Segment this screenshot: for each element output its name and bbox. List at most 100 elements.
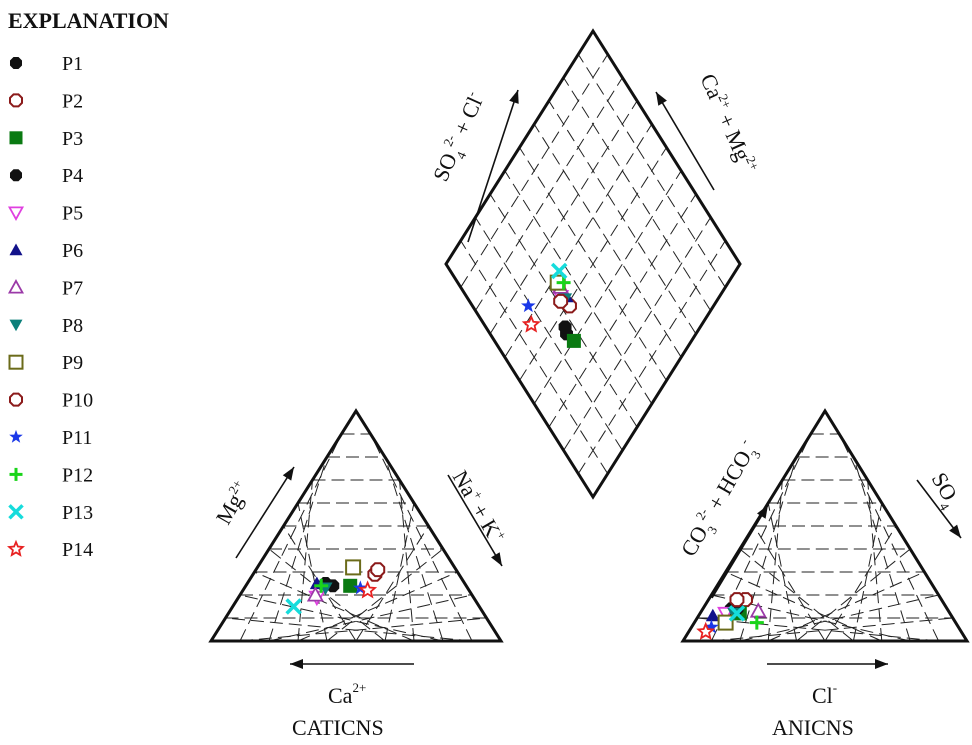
anion-triangle-gridline: [824, 525, 897, 642]
frame-layer: [208, 28, 970, 643]
cation-na-k-label: Na+ + K+: [448, 466, 510, 548]
legend-marker-p5: [7, 206, 25, 221]
cation-triangle-gridline: [239, 594, 444, 642]
legend-label-p14: P14: [62, 539, 93, 561]
legend-marker-p3: [9, 131, 23, 145]
legend-marker-p7: [7, 279, 25, 294]
diamond-so4-cl-label: SO42- + Cl-: [426, 88, 493, 187]
cation-point-p13: [285, 598, 302, 615]
svg-text:CO32- + HCO3-: CO32- + HCO3-: [674, 436, 766, 563]
svg-text:Ca2+ + Mg2+: Ca2+ + Mg2+: [695, 69, 762, 177]
diamond-gridline: [504, 123, 653, 358]
anion-triangle-gridline: [739, 548, 854, 642]
diamond-gridline: [533, 170, 682, 405]
anion-point-p12: [749, 615, 764, 630]
cation-triangle-gridline: [254, 571, 415, 642]
legend-marker-p2: [8, 93, 24, 108]
legend-title: EXPLANATION: [8, 8, 169, 33]
anion-cl-label: Cl-: [812, 680, 837, 708]
cation-triangle-frame: [208, 408, 504, 643]
cation-ca-label: Ca2+: [328, 680, 366, 708]
legend-label-p1: P1: [62, 53, 83, 75]
diamond-so4-cl-arrow-head: [509, 90, 519, 104]
diamond-ca-mg-label: Ca2+ + Mg2+: [695, 69, 762, 177]
legend-label-p4: P4: [62, 165, 83, 187]
anion-triangle-gridline: [867, 479, 883, 642]
diamond-gridline: [474, 77, 623, 311]
diamond-point-p11: [520, 298, 536, 313]
anion-triangle-gridline: [767, 479, 783, 642]
anion-point-p10: [729, 592, 745, 608]
diamond-gridline: [504, 170, 653, 405]
na-k-arrow-head: [491, 552, 502, 566]
cation-triangle-gridline: [384, 456, 444, 642]
svg-text:SO42- + Cl-: SO42- + Cl-: [426, 88, 493, 187]
diamond-gridline: [474, 217, 623, 451]
cation-point-p14: [358, 580, 378, 599]
legend-marker-p10: [8, 392, 24, 407]
anion-triangle-gridline: [711, 617, 953, 642]
legend-marker-p14: [7, 539, 25, 557]
diamond-gridline: [563, 77, 712, 311]
anion-point-p6: [705, 608, 720, 622]
anion-co3-hco3-label: CO32- + HCO3-: [674, 436, 766, 563]
legend-label-p12: P12: [62, 464, 93, 486]
diamond-point-p3: [566, 333, 581, 348]
legend-label-p11: P11: [62, 427, 92, 449]
co3-hco3-arrow: [711, 504, 769, 599]
arrow-layer: [235, 89, 962, 669]
legend-label-p5: P5: [62, 203, 83, 225]
cation-point-p10: [370, 562, 386, 578]
grid-layer: [225, 54, 953, 642]
legend-marker-p8: [9, 319, 23, 332]
cation-triangle-gridline: [370, 433, 473, 642]
legend-label-p2: P2: [62, 90, 83, 112]
legend-label-p9: P9: [62, 352, 83, 374]
legend-marker-p12: [9, 467, 23, 481]
cation-point-p12: [314, 578, 329, 593]
diamond-ca-mg-arrow: [655, 91, 715, 191]
legend: P1 P2 P3 P4 P5 P6 P7 P8 P9 P10 P11 P12 P13 P14: [7, 53, 93, 561]
mg-arrow-head: [282, 467, 294, 481]
cation-group-label: CATICNS: [292, 715, 384, 740]
anion-triangle-gridline: [838, 433, 940, 642]
anion-triangle-gridline: [697, 617, 939, 642]
anion-triangle-gridline: [711, 594, 911, 642]
anion-triangle-gridline: [725, 571, 883, 642]
anion-point-p14: [696, 621, 716, 640]
so4-arrow-head: [949, 524, 961, 538]
legend-marker-p6: [9, 243, 23, 256]
anion-point-p11: [704, 619, 719, 634]
ca-arrow-head: [290, 659, 303, 669]
cation-point-p7: [306, 586, 324, 602]
diamond-gridline: [533, 123, 682, 358]
diamond-gridline: [548, 100, 697, 335]
anion-triangle-gridline: [852, 502, 883, 642]
legend-label-p7: P7: [62, 277, 83, 299]
legend-marker-p11: [9, 429, 23, 443]
diamond-so4-cl-arrow: [467, 89, 519, 243]
diamond-gridline: [519, 147, 667, 381]
cation-point-p3: [343, 578, 358, 593]
legend-label-p13: P13: [62, 502, 93, 524]
svg-text:Mg2+: Mg2+: [210, 477, 255, 528]
mg-arrow: [235, 466, 295, 559]
anion-triangle-gridline: [767, 502, 798, 642]
diamond-point-p12: [556, 275, 571, 290]
co3-hco3-arrow-head: [757, 505, 768, 519]
diamond-gridline: [489, 100, 638, 335]
cation-triangle-gridline: [225, 617, 473, 642]
diamond-gridline: [563, 217, 712, 451]
legend-label-p8: P8: [62, 315, 83, 337]
anion-so4-label: SO4: [927, 468, 963, 513]
legend-label-p10: P10: [62, 390, 93, 412]
legend-marker-p13: [8, 504, 24, 520]
cation-mg-label: Mg2+: [210, 477, 255, 528]
svg-text:Na+ + K+: Na+ + K+: [448, 466, 510, 548]
legend-marker-p4: [9, 169, 23, 182]
cation-point-p9: [345, 559, 362, 576]
cl-arrow-head: [875, 659, 888, 669]
diamond-gridline: [460, 54, 609, 288]
na-k-arrow: [447, 474, 503, 567]
